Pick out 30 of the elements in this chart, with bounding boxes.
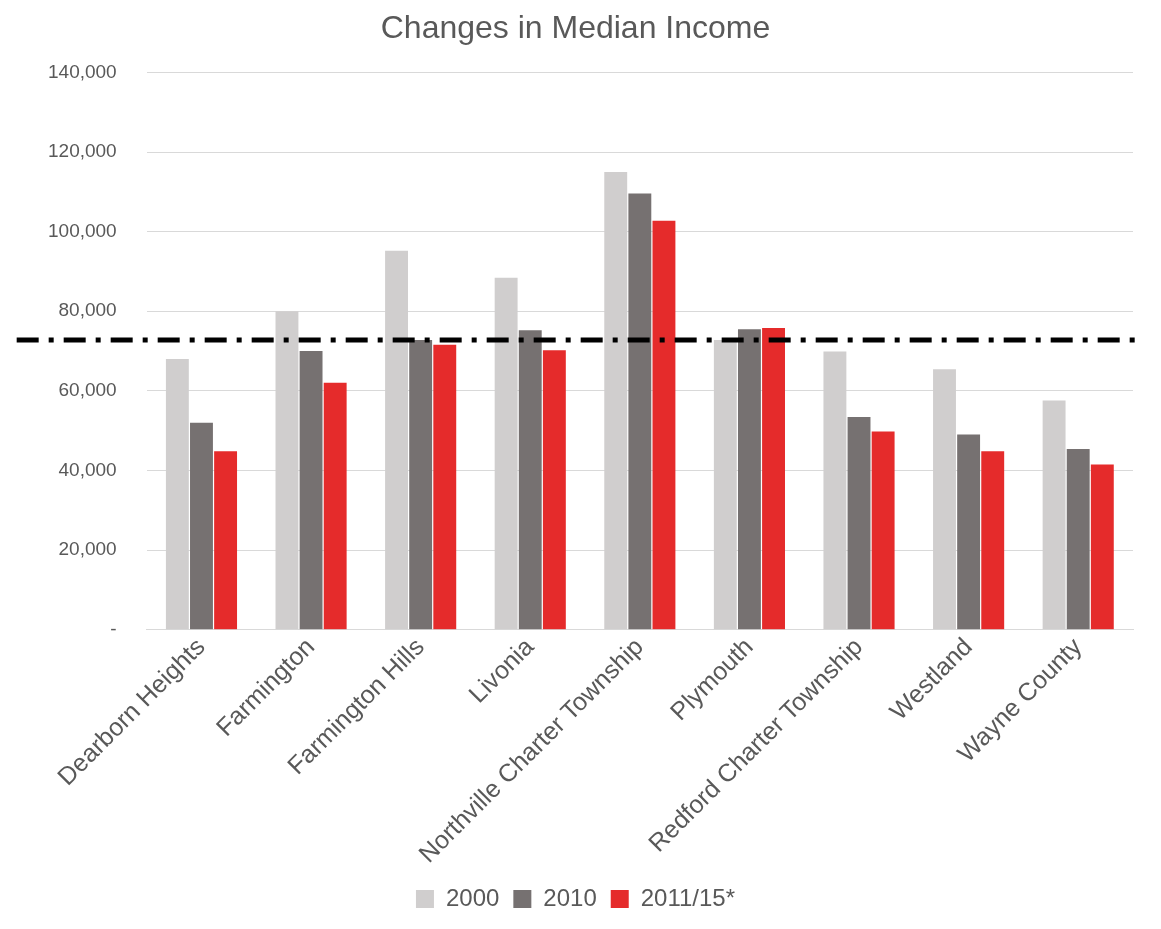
bar [847,417,871,630]
y-tick-label: 100,000 [47,219,117,241]
bar [433,344,457,630]
bar [299,351,323,630]
bar [981,451,1005,630]
bar [1066,448,1090,630]
y-tick-label: 120,000 [47,140,117,162]
bar [542,350,566,630]
legend-label: 2010 [543,883,597,911]
legend-label: 2000 [445,883,500,911]
y-tick-label: 80,000 [58,299,117,321]
y-tick-label: - [110,617,117,639]
bar [1090,464,1114,630]
bar [214,451,238,630]
chart-title: Changes in Median Income [380,9,771,46]
legend-label: 2011/15* [640,883,736,911]
bar [871,431,895,630]
bar [957,434,981,630]
y-tick-label: 40,000 [58,458,117,480]
bar [762,327,785,630]
y-tick-label: 140,000 [47,60,117,82]
bar [409,339,433,630]
bar [737,329,761,630]
bar [652,220,676,630]
bar [628,193,652,630]
y-tick-label: 60,000 [58,379,117,401]
bar [190,422,213,630]
bar [518,330,542,630]
bar [323,382,347,630]
y-tick-label: 20,000 [58,538,117,560]
